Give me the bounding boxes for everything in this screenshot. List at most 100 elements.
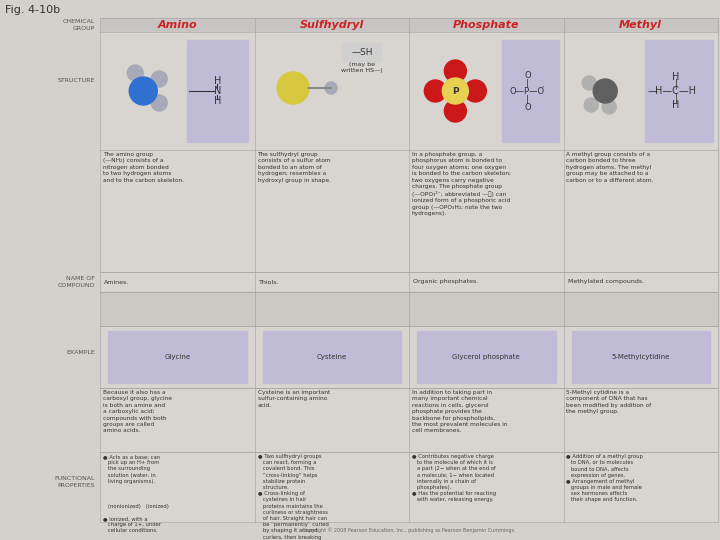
Circle shape [277,72,309,104]
Bar [255,150,408,272]
Bar [101,32,254,150]
Circle shape [442,78,468,104]
Text: In a phosphate group, a
phosphorus atom is bonded to
four oxygen atoms; one oxyg: In a phosphate group, a phosphorus atom … [412,152,511,216]
Bar [101,18,254,32]
Bar [417,331,556,383]
Text: STRUCTURE: STRUCTURE [58,78,95,84]
Bar [255,292,408,326]
Bar [410,326,563,388]
Bar [572,331,710,383]
Bar [410,272,563,292]
Bar [564,150,718,272]
Bar [645,40,714,142]
Bar [564,32,718,150]
Text: Glycine: Glycine [164,354,190,360]
Text: Fig. 4-10b: Fig. 4-10b [5,5,60,15]
Text: Because it also has a
carboxyl group, glycine
is both an amine and
a carboxylic : Because it also has a carboxyl group, gl… [103,390,172,434]
Bar [101,272,254,292]
Circle shape [151,95,167,111]
Text: A methyl group consists of a
carbon bonded to three
hydrogen atoms. The methyl
g: A methyl group consists of a carbon bond… [567,152,654,183]
Bar [100,18,718,522]
Text: H—C—H: H—C—H [655,86,696,96]
Text: H: H [672,100,680,110]
Text: CHEMICAL
GROUP: CHEMICAL GROUP [63,19,95,31]
Bar [255,272,408,292]
Text: H: H [214,96,221,106]
Bar [101,326,254,388]
Circle shape [593,79,617,103]
Text: FUNCTIONAL
PROPERTIES: FUNCTIONAL PROPERTIES [55,476,95,488]
Text: ● Addition of a methyl group
   to DNA, or to molecules
   bound to DNA, affects: ● Addition of a methyl group to DNA, or … [567,454,644,502]
Text: |: | [675,93,678,103]
Bar [564,292,718,326]
Text: Copyright © 2008 Pearson Education, Inc., publishing as Pearson Benjamin Cumming: Copyright © 2008 Pearson Education, Inc.… [302,527,516,532]
Circle shape [127,65,143,81]
Text: Phosphate: Phosphate [453,20,520,30]
Circle shape [602,100,616,114]
Text: Sulfhydryl: Sulfhydryl [300,20,364,30]
Bar [255,388,408,452]
Text: 5-Methyl cytidine is a
component of DNA that has
been modified by addition of
th: 5-Methyl cytidine is a component of DNA … [567,390,652,414]
Bar [410,18,563,32]
Text: |: | [526,78,529,87]
Text: H: H [672,72,680,82]
Bar [101,388,254,452]
Bar [263,331,401,383]
Text: Glycerol phosphate: Glycerol phosphate [452,354,520,360]
Text: Amines.: Amines. [104,280,130,285]
Circle shape [582,76,596,90]
Bar [186,40,248,142]
Text: ’: ’ [541,85,544,91]
Circle shape [584,98,598,112]
FancyBboxPatch shape [343,44,382,62]
Text: Cysteine is an important
sulfur-containing amino
acid.: Cysteine is an important sulfur-containi… [258,390,330,408]
Bar [564,388,718,452]
Bar [101,452,254,522]
Text: ● Two sulfhydryl groups
   can react, forming a
   covalent bond. This
   “cross: ● Two sulfhydryl groups can react, formi… [258,454,328,540]
Text: 5-Methylcytidine: 5-Methylcytidine [611,354,670,360]
Text: ● Acts as a base; can
   pick up an H+ from
   the surrounding
   solution (wate: ● Acts as a base; can pick up an H+ from… [103,454,169,534]
Text: |: | [675,79,678,89]
Circle shape [151,71,167,87]
Text: Amino: Amino [158,20,197,30]
Text: (may be
written HS—): (may be written HS—) [341,62,383,73]
Text: Methyl: Methyl [619,20,662,30]
Text: H: H [214,76,221,86]
Bar [564,326,718,388]
Text: O—P—O: O—P—O [510,86,545,96]
Text: Methylated compounds.: Methylated compounds. [567,280,644,285]
Bar [255,32,408,150]
Text: Organic phosphates.: Organic phosphates. [413,280,478,285]
Bar [255,452,408,522]
Circle shape [130,77,157,105]
Bar [410,452,563,522]
Bar [410,150,563,272]
Bar [564,272,718,292]
Text: Cysteine: Cysteine [317,354,347,360]
Text: The sulfhydryl group
consists of a sulfur atom
bonded to an atom of
hydrogen; re: The sulfhydryl group consists of a sulfu… [258,152,330,183]
Bar [564,18,718,32]
Text: P: P [452,86,459,96]
Circle shape [464,80,486,102]
Circle shape [444,60,467,82]
Circle shape [325,82,337,94]
Bar [101,150,254,272]
Text: NAME OF
COMPOUND: NAME OF COMPOUND [58,276,95,288]
Circle shape [444,100,467,122]
Text: Thiols.: Thiols. [258,280,279,285]
Text: In addition to taking part in
many important chemical
reactions in cells, glycer: In addition to taking part in many impor… [412,390,508,434]
Text: EXAMPLE: EXAMPLE [66,349,95,354]
Bar [410,32,563,150]
Bar [255,18,408,32]
Text: O: O [524,71,531,79]
Text: The amino group
(—NH₂) consists of a
nitrogen atom bonded
to two hydrogen atoms
: The amino group (—NH₂) consists of a nit… [103,152,184,183]
Bar [502,40,559,142]
Text: —SH: —SH [351,48,373,57]
Bar [255,326,408,388]
Text: N: N [214,86,221,96]
Text: ● Contributes negative charge
   to the molecule of which it is
   a part (2− wh: ● Contributes negative charge to the mol… [412,454,496,502]
Text: —: — [647,86,657,96]
Bar [410,292,563,326]
Circle shape [424,80,446,102]
Bar [564,452,718,522]
